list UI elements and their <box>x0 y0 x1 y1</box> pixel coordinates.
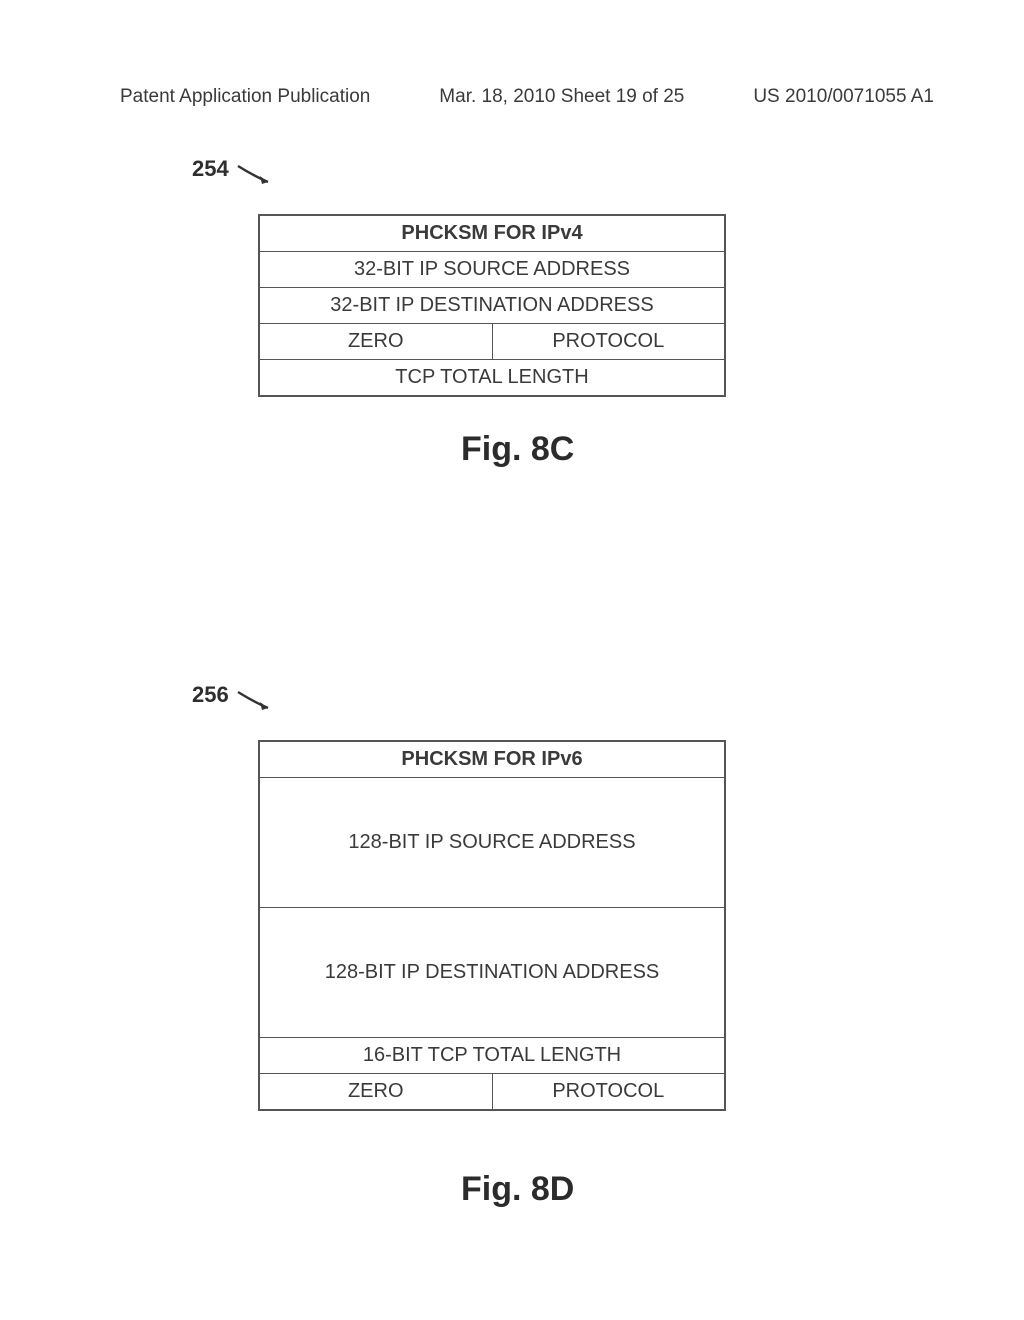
ipv4-protocol: PROTOCOL <box>492 324 725 360</box>
ipv4-tcp-len: TCP TOTAL LENGTH <box>259 360 725 397</box>
header-left: Patent Application Publication <box>120 86 370 108</box>
ipv6-dst-addr: 128-BIT IP DESTINATION ADDRESS <box>259 908 725 1038</box>
ref-number-8d: 256 <box>192 682 229 708</box>
ref-arrow-8c <box>236 162 276 186</box>
header-right: US 2010/0071055 A1 <box>753 86 934 108</box>
ipv6-src-addr: 128-BIT IP SOURCE ADDRESS <box>259 778 725 908</box>
table-ipv4-header: PHCKSM FOR IPv4 <box>259 215 725 252</box>
ipv6-tcp-len: 16-BIT TCP TOTAL LENGTH <box>259 1038 725 1074</box>
ipv4-src-addr: 32-BIT IP SOURCE ADDRESS <box>259 252 725 288</box>
ipv4-dst-addr: 32-BIT IP DESTINATION ADDRESS <box>259 288 725 324</box>
header-mid: Mar. 18, 2010 Sheet 19 of 25 <box>439 86 684 108</box>
ipv4-zero: ZERO <box>259 324 492 360</box>
ipv6-protocol: PROTOCOL <box>492 1074 725 1111</box>
page-header: Patent Application Publication Mar. 18, … <box>120 86 934 108</box>
figure-caption-8c: Fig. 8C <box>461 430 574 469</box>
ref-number-8c: 254 <box>192 156 229 182</box>
ref-arrow-8d <box>236 688 276 712</box>
ipv6-zero: ZERO <box>259 1074 492 1111</box>
table-phcksm-ipv6: PHCKSM FOR IPv6 128-BIT IP SOURCE ADDRES… <box>258 740 726 1111</box>
table-phcksm-ipv4: PHCKSM FOR IPv4 32-BIT IP SOURCE ADDRESS… <box>258 214 726 397</box>
figure-caption-8d: Fig. 8D <box>461 1170 574 1209</box>
table-ipv6-header: PHCKSM FOR IPv6 <box>259 741 725 778</box>
